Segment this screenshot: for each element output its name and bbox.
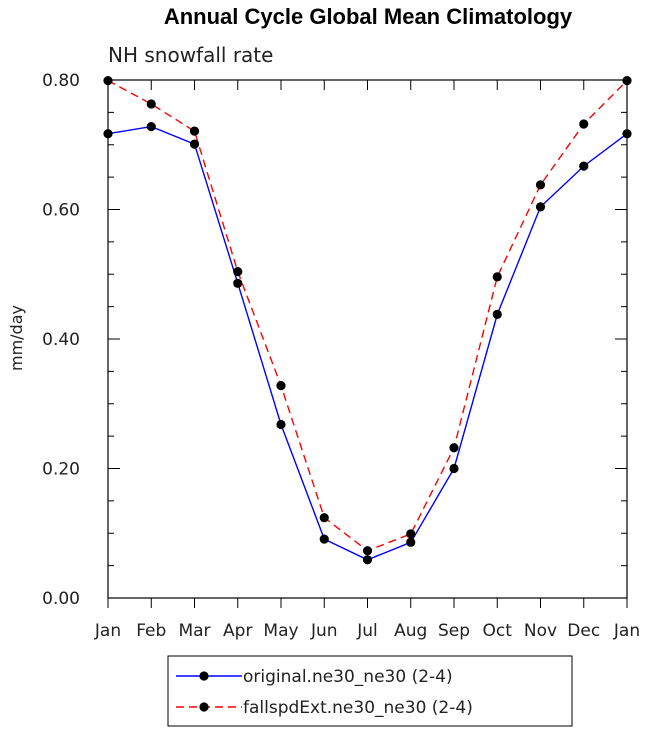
x-tick-label: Jan xyxy=(613,621,640,641)
legend-marker-2 xyxy=(199,702,209,712)
legend: original.ne30_ne30 (2-4) fallspdExt.ne30_… xyxy=(167,655,573,727)
data-point-series-2 xyxy=(319,513,329,523)
plot-frame xyxy=(107,79,628,599)
data-point-series-2 xyxy=(103,76,113,86)
legend-marker-1 xyxy=(199,671,209,681)
x-tick-label: Aug xyxy=(394,621,427,641)
data-point-series-2 xyxy=(146,99,156,109)
data-point-series-1 xyxy=(276,419,286,430)
legend-label-2: fallspdExt.ne30_ne30 (2-4) xyxy=(243,698,473,718)
data-point-series-2 xyxy=(449,443,459,453)
data-point-series-2 xyxy=(362,546,373,556)
x-tick-label: Feb xyxy=(136,621,166,641)
data-point-series-1 xyxy=(622,129,632,139)
legend-label-1: original.ne30_ne30 (2-4) xyxy=(243,667,453,687)
x-tick-label: Dec xyxy=(567,621,600,641)
data-point-series-1 xyxy=(362,555,373,565)
data-point-series-2 xyxy=(276,381,286,391)
data-point-series-2 xyxy=(579,119,589,129)
x-tick-label: Nov xyxy=(524,621,557,641)
y-tick-label: 0.40 xyxy=(42,330,80,350)
series-line-1 xyxy=(107,125,628,561)
y-tick-label: 0.20 xyxy=(42,460,80,480)
legend-box xyxy=(167,655,573,727)
data-point-series-1 xyxy=(233,278,243,288)
x-tick-label: Mar xyxy=(178,621,210,641)
data-point-series-1 xyxy=(406,537,416,547)
x-tick-label: May xyxy=(263,621,298,641)
data-point-series-2 xyxy=(492,272,502,282)
data-point-series-1 xyxy=(319,534,329,544)
data-point-series-2 xyxy=(233,267,243,277)
y-tick-label: 0.00 xyxy=(42,589,80,609)
x-tick-label: Oct xyxy=(483,621,513,641)
x-tick-label: Jul xyxy=(356,621,378,641)
plot-area: 0.00 0.20 0.40 0.60 0.80 Jan Feb Mar Apr May Jun Ju… xyxy=(42,71,640,641)
y-axis-label: mm/day xyxy=(7,305,26,371)
data-point-series-2 xyxy=(189,126,200,136)
series-line-2 xyxy=(107,79,628,552)
data-point-series-1 xyxy=(146,122,156,132)
data-point-series-1 xyxy=(579,161,589,171)
data-point-series-1 xyxy=(189,139,200,149)
data-point-series-2 xyxy=(622,76,632,86)
data-point-series-2 xyxy=(406,529,416,539)
y-tick-label: 0.80 xyxy=(42,71,80,91)
data-point-series-2 xyxy=(535,180,546,190)
x-tick-label: Jun xyxy=(310,621,338,641)
data-point-series-1 xyxy=(103,129,113,139)
chart-subtitle: NH snowfall rate xyxy=(108,43,273,67)
x-tick-label: Jan xyxy=(94,621,121,641)
data-point-series-1 xyxy=(535,202,546,212)
data-point-series-1 xyxy=(449,463,459,474)
x-tick-label: Apr xyxy=(223,621,252,641)
y-tick-label: 0.60 xyxy=(42,201,80,221)
x-tick-label: Sep xyxy=(438,621,470,641)
data-point-series-1 xyxy=(492,309,502,319)
chart-title: Annual Cycle Global Mean Climatology xyxy=(164,4,573,29)
